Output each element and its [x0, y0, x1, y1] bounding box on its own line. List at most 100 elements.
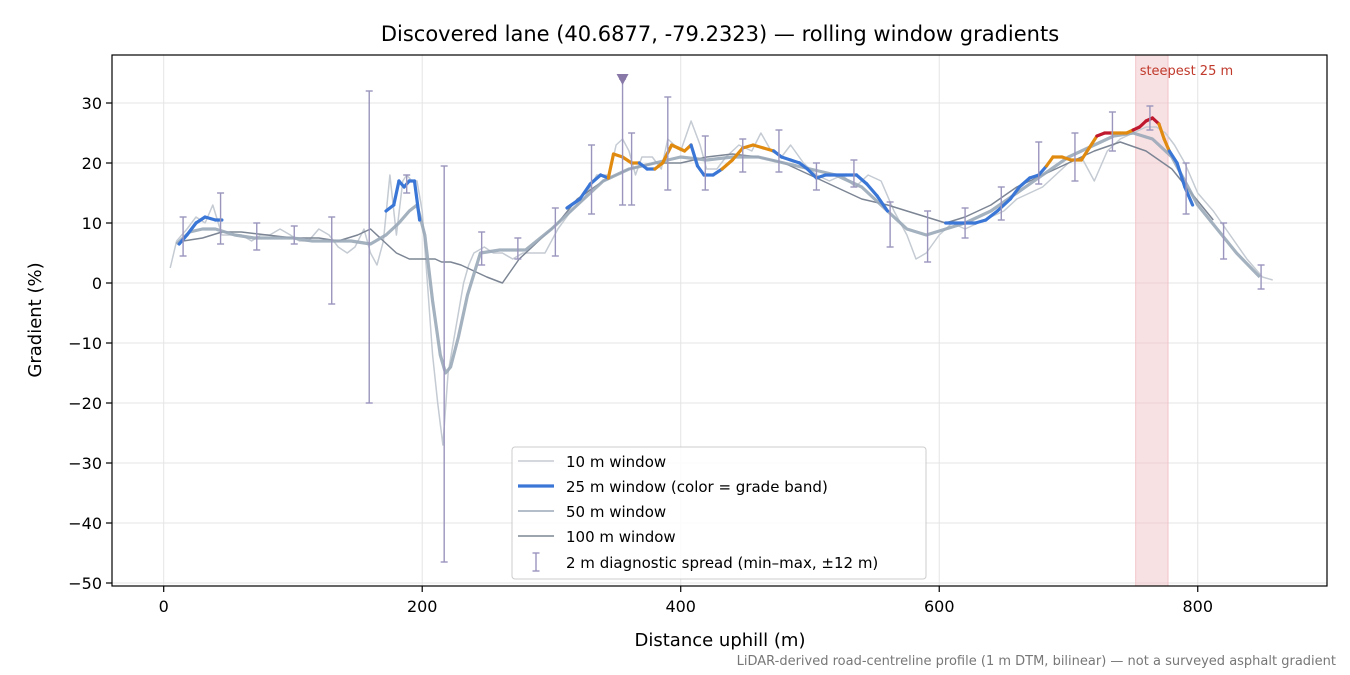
series-25m-window-segment — [185, 221, 198, 237]
chart-title: Discovered lane (40.6877, -79.2323) — ro… — [381, 22, 1059, 46]
legend-swatch-errorbar — [532, 552, 540, 572]
series-25m-window-segment — [194, 215, 207, 225]
series-layer — [169, 116, 1273, 446]
diagnostic-errorbar — [886, 201, 894, 248]
series-25m-window-segment — [1008, 185, 1021, 201]
diagnostic-errorbar — [924, 210, 932, 263]
y-tick-label: 10 — [82, 214, 102, 233]
series-25m-window-segment — [984, 209, 999, 222]
series-25m-window-segment — [798, 161, 809, 171]
y-tick-label: −10 — [68, 334, 102, 353]
series-25m-window-segment — [761, 146, 776, 153]
grid — [112, 55, 1327, 586]
series-25m-window-segment — [1037, 164, 1049, 177]
series-25m-window-segment — [1167, 149, 1179, 165]
series-25m-window-segment — [973, 218, 988, 225]
legend-label-25m: 25 m window (color = grade band) — [566, 478, 828, 496]
diagnostic-errorbar — [1257, 264, 1265, 290]
y-tick-label: −20 — [68, 394, 102, 413]
y-tick-label: 20 — [82, 154, 102, 173]
diagnostic-errorbar — [812, 162, 820, 191]
diagnostic-errorbar — [664, 96, 672, 191]
series-25m-window-segment — [578, 182, 592, 201]
series-25m-window-segment — [392, 179, 401, 207]
series-25m-window-segment — [875, 194, 890, 213]
marker-layer — [616, 74, 629, 85]
diagnostic-errorbar — [588, 144, 596, 215]
footnote: LiDAR-derived road-centreline profile (1… — [737, 654, 1336, 669]
series-25m-window-segment — [805, 167, 819, 180]
diagnostic-errorbar — [403, 174, 411, 194]
series-25m-window-segment — [203, 215, 218, 222]
plot-frame — [111, 54, 1328, 587]
series-25m-window-segment — [854, 173, 869, 186]
errorbar-layer — [179, 78, 1265, 563]
series-25m-window-segment — [865, 182, 879, 198]
series-25m-window-segment — [412, 179, 422, 222]
diagnostic-errorbar — [1182, 162, 1190, 215]
diagnostic-errorbar — [850, 159, 858, 188]
series-25m-window-segment — [772, 149, 784, 159]
series-25m-window-segment — [711, 167, 724, 177]
series-25m-window-segment — [689, 143, 700, 168]
diagnostic-errorbar — [739, 138, 747, 173]
series-25m-window-segment — [720, 158, 735, 171]
steepest-segment-band — [1135, 54, 1169, 587]
legend-label-50m: 50 m window — [566, 503, 666, 521]
y-tick-label: −30 — [68, 454, 102, 473]
diagnostic-errorbar — [701, 135, 709, 191]
diagnostic-errorbar — [1146, 105, 1154, 131]
series-25m-window-segment — [620, 155, 634, 165]
series-25m-window-segment — [1087, 134, 1099, 150]
max-spread-marker — [616, 74, 629, 85]
diagnostic-errorbar — [290, 225, 298, 245]
series-25m-window-segment — [384, 203, 396, 213]
series-25m-window-segment — [606, 152, 616, 180]
axis-ticks: 0 200 400 600 800 −50 −40 −30 −20 −10 0 10 20 30 — [68, 94, 1213, 616]
series-25m-window-segment — [565, 197, 582, 210]
diagnostic-errorbar — [365, 90, 373, 404]
x-tick-label: 200 — [407, 597, 438, 616]
diagnostic-errorbar — [1071, 132, 1079, 182]
series-25m-window-segment — [1017, 176, 1032, 189]
series-25m-window-segment — [1175, 161, 1187, 189]
diagnostic-errorbar — [440, 165, 448, 563]
diagnostic-errorbar — [328, 216, 336, 305]
series-50m-window-line — [175, 131, 1261, 375]
diagnostic-errorbar — [551, 207, 559, 257]
series-25m-window-segment — [741, 143, 755, 150]
legend: 10 m window 25 m window (color = grade b… — [511, 446, 927, 580]
diagnostic-errorbar — [217, 192, 225, 245]
legend-frame — [511, 446, 927, 580]
diagnostic-errorbar — [961, 207, 969, 239]
series-25m-window-segment — [1162, 137, 1171, 153]
diagnostic-errorbar — [628, 132, 636, 206]
x-tick-label: 600 — [924, 597, 955, 616]
legend-label-errorbar: 2 m diagnostic spread (min–max, ±12 m) — [566, 554, 878, 572]
diagnostic-errorbar — [1220, 222, 1228, 260]
diagnostic-errorbar — [179, 216, 187, 257]
series-10m-window-line — [169, 120, 1273, 446]
series-25m-window-segment — [637, 161, 649, 171]
highlight-band-layer: steepest 25 m — [1135, 54, 1233, 587]
diagnostic-errorbar — [514, 237, 522, 260]
x-tick-label: 400 — [665, 597, 696, 616]
diagnostic-errorbar — [775, 129, 783, 173]
series-25m-window-segment — [995, 197, 1012, 213]
diagnostic-errorbar — [478, 231, 486, 266]
series-25m-window-segment — [1044, 155, 1055, 168]
series-25m-window-segment — [751, 143, 766, 150]
y-tick-label: 30 — [82, 94, 102, 113]
steepest-segment-label: steepest 25 m — [1140, 64, 1233, 79]
x-tick-label: 0 — [159, 597, 169, 616]
legend-label-10m: 10 m window — [566, 453, 666, 471]
x-tick-label: 800 — [1182, 597, 1213, 616]
series-25m-window-segment — [1079, 146, 1091, 162]
series-25m-window-segment — [653, 161, 665, 171]
legend-label-100m: 100 m window — [566, 528, 676, 546]
series-25m-window-segment — [730, 146, 745, 162]
diagnostic-errorbar — [997, 186, 1005, 221]
series-25m-window-segment — [695, 164, 706, 177]
